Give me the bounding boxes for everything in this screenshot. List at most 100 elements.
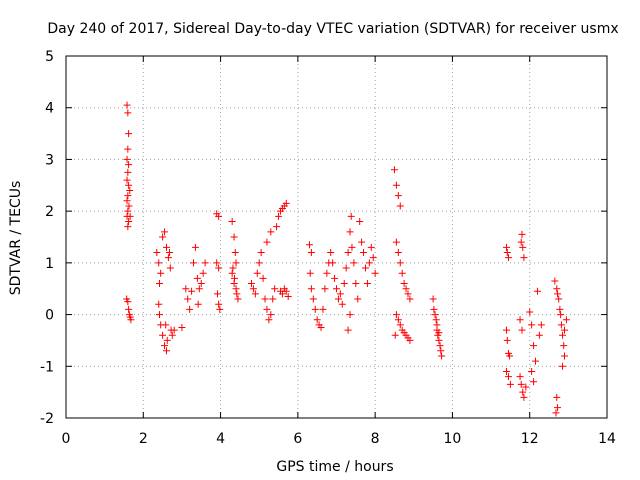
data-point (503, 326, 511, 334)
data-point (532, 357, 540, 365)
y-tick-label: -2 (40, 411, 54, 427)
data-point (392, 238, 400, 246)
data-point (233, 290, 241, 298)
data-point (275, 212, 283, 220)
data-point (367, 243, 375, 251)
data-point (562, 316, 570, 324)
y-tick-label: 4 (45, 101, 54, 117)
data-point (273, 223, 281, 231)
data-point (162, 321, 170, 329)
data-point (321, 285, 329, 293)
data-point (166, 264, 174, 272)
data-point (506, 352, 514, 360)
data-point (127, 316, 135, 324)
data-point (191, 243, 199, 251)
data-point (194, 300, 202, 308)
data-point (519, 243, 527, 251)
data-point (263, 238, 271, 246)
data-point (230, 274, 238, 282)
data-point (249, 285, 257, 293)
data-point (518, 326, 526, 334)
data-point (306, 269, 314, 277)
data-point (356, 217, 364, 225)
x-tick-label: 8 (371, 431, 380, 447)
data-point (190, 259, 198, 267)
data-point (560, 352, 568, 360)
data-point (125, 202, 133, 210)
data-point (560, 326, 568, 334)
data-point (195, 285, 203, 293)
data-point (406, 295, 414, 303)
plot-frame (65, 55, 608, 419)
data-point (201, 259, 209, 267)
data-point (560, 342, 568, 350)
data-point (391, 331, 399, 339)
data-point (398, 269, 406, 277)
x-tick-label: 0 (62, 431, 71, 447)
data-point (516, 316, 524, 324)
x-axis-label: GPS time / hours (276, 459, 393, 475)
data-point (159, 233, 167, 241)
data-point (516, 373, 524, 381)
data-point (430, 305, 438, 313)
data-point (125, 161, 133, 169)
data-point (552, 409, 560, 417)
data-point (517, 380, 525, 388)
data-point (271, 285, 279, 293)
data-point (282, 199, 290, 207)
data-point (557, 321, 565, 329)
data-point (537, 321, 545, 329)
data-point (265, 316, 273, 324)
y-tick-label: 3 (45, 152, 54, 168)
data-point (232, 259, 240, 267)
data-point (170, 326, 178, 334)
data-point (432, 316, 440, 324)
data-point (504, 373, 512, 381)
x-tick-label: 12 (521, 431, 539, 447)
data-point (503, 367, 511, 375)
data-point (348, 243, 356, 251)
data-point (528, 321, 536, 329)
y-tick-labels: -2 -1 0 1 2 3 4 5 (40, 49, 54, 427)
y-tick-label: 2 (45, 204, 54, 220)
data-point (346, 311, 354, 319)
data-point (162, 243, 170, 251)
chart-title: Day 240 of 2017, Sidereal Day-to-day VTE… (47, 21, 618, 37)
data-point (554, 290, 562, 298)
data-point (123, 101, 131, 109)
data-point (197, 280, 205, 288)
data-points (123, 101, 570, 417)
data-point (216, 305, 224, 313)
data-point (126, 212, 134, 220)
data-point (518, 230, 526, 238)
data-point (125, 181, 133, 189)
data-point (363, 280, 371, 288)
data-point (431, 311, 439, 319)
data-point (228, 217, 236, 225)
x-tick-label: 14 (598, 431, 616, 447)
data-point (347, 212, 355, 220)
data-point (234, 295, 242, 303)
data-point (155, 300, 163, 308)
data-point (530, 378, 538, 386)
data-point (157, 269, 165, 277)
data-point (344, 326, 352, 334)
data-point (354, 295, 362, 303)
data-point (229, 264, 237, 272)
data-point (305, 241, 313, 249)
data-point (358, 238, 366, 246)
data-point (153, 249, 161, 257)
data-point (396, 259, 404, 267)
data-point (123, 197, 131, 205)
data-point (186, 305, 194, 313)
data-point (123, 155, 131, 163)
data-point (394, 192, 402, 200)
data-point (307, 285, 315, 293)
data-point (365, 259, 373, 267)
data-point (267, 311, 275, 319)
y-tick-label: 5 (45, 49, 54, 65)
data-point (166, 249, 174, 257)
data-point (436, 342, 444, 350)
data-point (346, 228, 354, 236)
